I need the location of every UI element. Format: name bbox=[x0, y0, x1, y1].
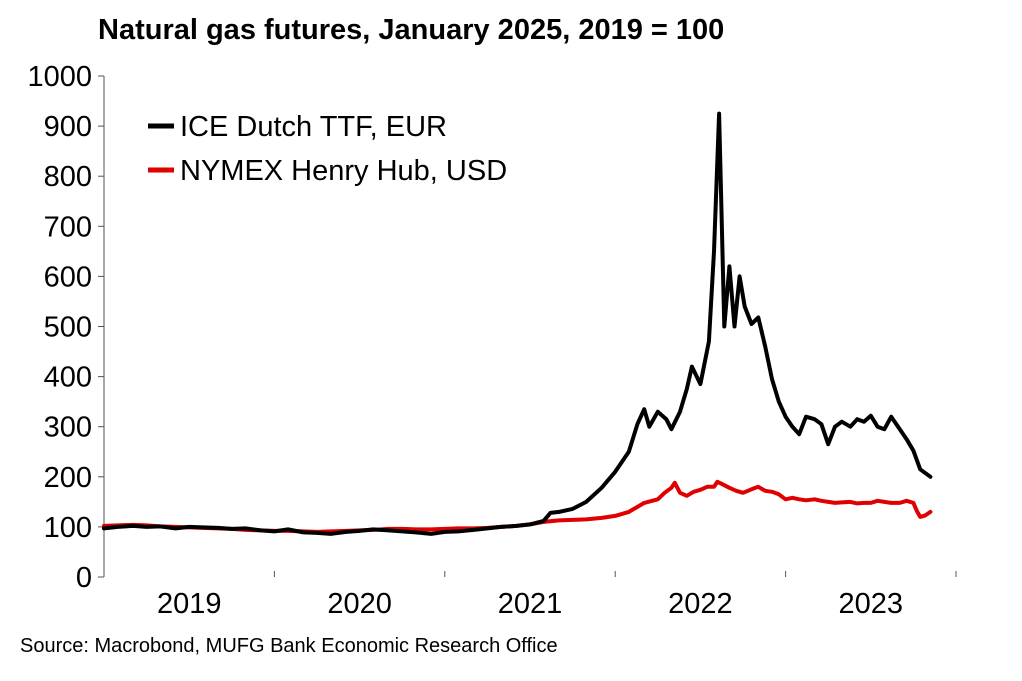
y-tick-label: 300 bbox=[44, 412, 92, 444]
series-line-ice-dutch-ttf-eur bbox=[102, 111, 933, 536]
source-note: Source: Macrobond, MUFG Bank Economic Re… bbox=[20, 635, 558, 657]
y-ticks: 0 100 200 300 400 500 600 700 800 900 1000 bbox=[27, 61, 104, 594]
y-tick-label: 100 bbox=[44, 512, 92, 544]
x-ticks: 2019 2020 2021 2022 2023 bbox=[103, 571, 957, 620]
y-tick-label: 400 bbox=[44, 362, 92, 394]
legend-label: NYMEX Henry Hub, USD bbox=[180, 155, 507, 187]
x-tick-label: 2021 bbox=[498, 588, 563, 620]
y-tick-label: 800 bbox=[44, 161, 92, 193]
y-tick-label: 900 bbox=[44, 111, 92, 143]
chart-title: Natural gas futures, January 2025, 2019 … bbox=[98, 14, 725, 46]
x-tick-label: 2019 bbox=[157, 588, 222, 620]
y-tick-label: 700 bbox=[44, 211, 92, 243]
y-tick-label: 200 bbox=[44, 462, 92, 494]
x-tick-label: 2020 bbox=[327, 588, 392, 620]
y-tick-label: 500 bbox=[44, 312, 92, 344]
x-tick-label: 2023 bbox=[839, 588, 904, 620]
series-layer bbox=[102, 111, 933, 536]
y-tick-label: 1000 bbox=[27, 61, 92, 93]
legend: ICE Dutch TTF, EUR NYMEX Henry Hub, USD bbox=[148, 111, 507, 187]
y-tick-label: 600 bbox=[44, 261, 92, 293]
x-tick-label: 2022 bbox=[668, 588, 733, 620]
legend-label: ICE Dutch TTF, EUR bbox=[180, 111, 447, 143]
y-tick-label: 0 bbox=[76, 562, 92, 594]
